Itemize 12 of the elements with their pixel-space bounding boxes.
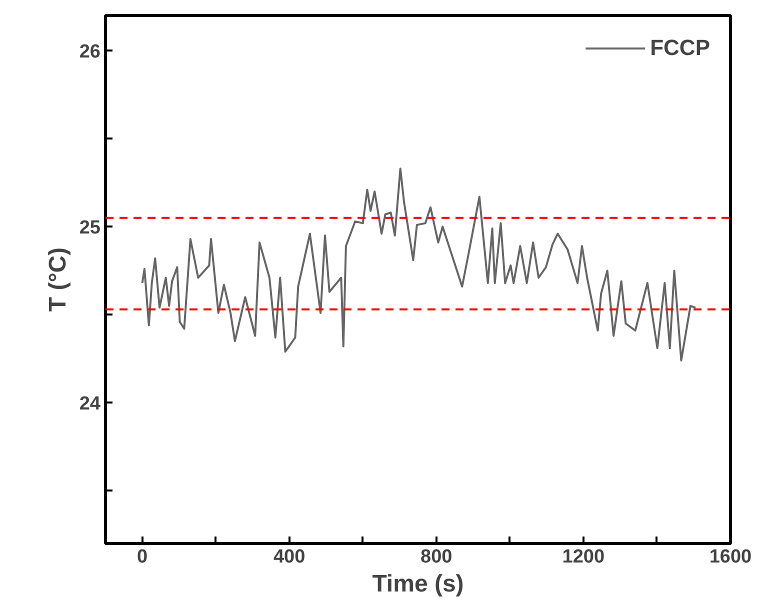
line-series: [141, 168, 697, 362]
y-tick-label: 24: [79, 394, 101, 415]
x-axis-title: Time (s): [372, 570, 464, 598]
x-tick-label: 800: [420, 546, 452, 568]
x-tick-label: 1200: [562, 546, 605, 568]
x-tick-label: 0: [136, 546, 148, 568]
y-axis-title: T (°C): [44, 247, 72, 312]
y-tick-label: 26: [79, 42, 101, 63]
legend-label: FCCP: [650, 35, 710, 61]
x-tick-label: 400: [273, 546, 306, 568]
y-tick-label: 25: [79, 218, 101, 239]
x-tick-label: 1600: [709, 546, 752, 568]
